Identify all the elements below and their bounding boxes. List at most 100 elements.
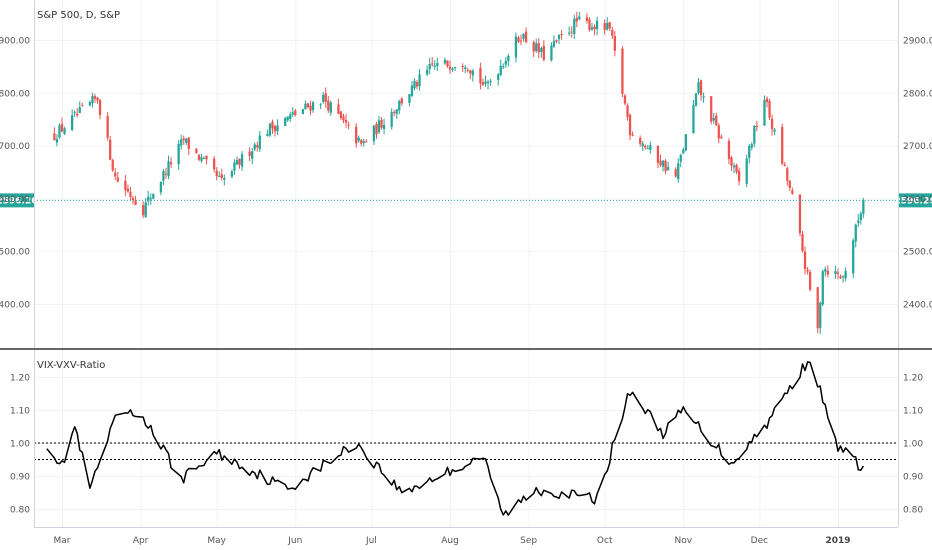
price-y-tick-right: 2500.00 [903, 248, 932, 258]
candle-body [271, 121, 274, 129]
candle-body [382, 125, 386, 129]
candle-body [131, 197, 135, 201]
candle-body [294, 110, 297, 116]
candle-body [448, 66, 452, 70]
candle-body [443, 59, 447, 64]
ratio-series-line [46, 361, 865, 516]
price-y-tick-left: 2500.00 [0, 248, 30, 258]
candle-body [180, 139, 183, 146]
candle-body [205, 155, 208, 160]
candle-body [195, 148, 198, 154]
candle-body [497, 74, 500, 80]
candle-body [568, 32, 571, 34]
ratio-pane-title: VIX-VXV-Ratio [37, 360, 105, 371]
candle-body [78, 107, 81, 113]
candle-body [717, 125, 720, 139]
candle-body [656, 145, 660, 163]
candle-body [251, 151, 254, 159]
candle-body [129, 191, 132, 197]
candle-body [712, 117, 715, 121]
price-y-tick-right: 2800.00 [903, 89, 932, 99]
candle-body [187, 137, 190, 149]
candle-body [144, 202, 147, 218]
candle-body [339, 111, 343, 119]
candle-body [540, 47, 543, 52]
candle-body [522, 33, 525, 39]
ratio-y-tick-left: 1.00 [10, 440, 30, 450]
candle-body [692, 105, 695, 134]
price-y-tick-right: 2900.00 [903, 37, 932, 47]
candle-body [590, 27, 594, 30]
candle-body [661, 160, 665, 167]
candle-body [535, 43, 538, 51]
candle-body [81, 105, 84, 107]
candle-body [71, 115, 74, 130]
candle-body [304, 103, 307, 110]
candle-body [765, 98, 769, 103]
candle-body [836, 272, 840, 274]
candle-body [664, 160, 667, 172]
candle-body [641, 143, 644, 147]
candle-body [621, 48, 624, 94]
candle-body [355, 126, 358, 144]
ratio-y-tick-left: 1.10 [10, 407, 30, 417]
x-tick-label: Oct [597, 536, 613, 546]
candle-body [773, 129, 776, 132]
last-price-label-left: 2596.26 [0, 196, 38, 206]
candle-body [710, 96, 713, 122]
candle-body [519, 40, 523, 42]
candle-body [573, 18, 576, 34]
candle-body [96, 97, 99, 101]
candle-body [730, 157, 733, 166]
candle-body [390, 111, 393, 127]
candle-body [109, 139, 112, 160]
candle-body [732, 165, 736, 168]
candle-body [844, 270, 847, 279]
candle-body [542, 45, 545, 60]
candle-body [697, 82, 700, 94]
candle-body [395, 109, 398, 114]
candle-body [623, 95, 627, 104]
price-y-tick-right: 2400.00 [903, 301, 932, 311]
candle-body [763, 100, 766, 126]
candle-body [557, 34, 561, 40]
candle-body [393, 111, 396, 113]
candle-body [646, 148, 649, 150]
x-tick-label: Dec [751, 536, 768, 546]
candle-body [111, 160, 114, 171]
candle-body [786, 168, 789, 181]
ratio-y-tick-right: 1.10 [903, 407, 923, 417]
candle-body [60, 123, 64, 132]
candle-body [238, 158, 241, 165]
candle-body [436, 63, 439, 67]
candle-body [816, 287, 819, 329]
candle-body [284, 118, 287, 126]
candle-body [639, 138, 642, 144]
candle-body [215, 170, 218, 177]
candle-body [791, 190, 794, 194]
candle-body [489, 81, 492, 83]
candle-body [256, 145, 259, 148]
candle-body [116, 177, 119, 182]
x-tick-label: Sep [520, 536, 537, 546]
candle-body [253, 144, 256, 150]
candle-body [537, 43, 540, 53]
grid [34, 0, 898, 527]
price-y-tick-left: 2700.00 [0, 142, 30, 152]
candle-body [286, 116, 289, 121]
candle-body [177, 143, 180, 165]
candle-body [233, 162, 236, 171]
candle-body [149, 198, 152, 200]
price-y-tick-left: 2900.00 [0, 37, 30, 47]
candle-body [486, 81, 490, 84]
candle-body [152, 193, 155, 199]
candle-body [301, 109, 305, 115]
candle-body [126, 188, 130, 192]
candle-body [453, 67, 457, 69]
candle-body [532, 42, 535, 52]
x-tick-label: Jul [365, 536, 377, 546]
candle-body [426, 69, 429, 75]
candle-body [344, 120, 348, 123]
x-tick-label: Apr [133, 536, 149, 546]
